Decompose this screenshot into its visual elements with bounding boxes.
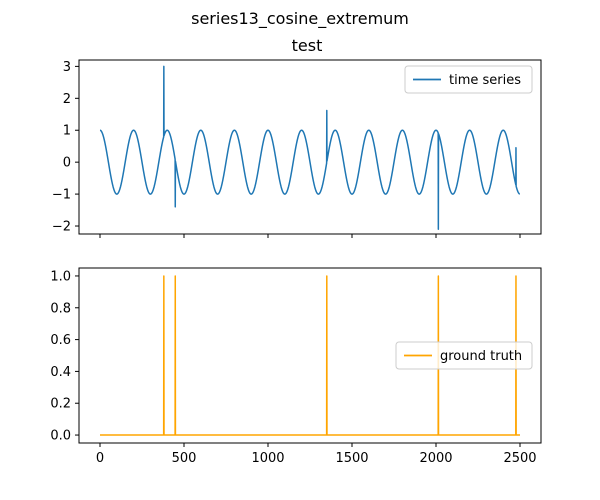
x-tick-label: 2500 [503, 451, 536, 466]
x-tick-label: 1000 [251, 451, 284, 466]
bottom-axes: 0 500 1000 1500 2000 2500 0.0 0.2 0.4 0.6 0.8 1.0 g… [50, 267, 542, 466]
time-series-plot [99, 65, 521, 230]
time-series-line [99, 65, 521, 230]
x-tick-label: 0 [96, 451, 104, 466]
y-tick-label: −2 [52, 220, 71, 235]
y-tick-label: 0.0 [50, 429, 71, 444]
y-tick-label: 0.8 [50, 301, 71, 316]
x-tick-label: 500 [172, 451, 197, 466]
legend-label: ground truth [440, 349, 522, 364]
figure-suptitle: series13_cosine_extremum [191, 9, 409, 29]
x-tick-label: 1500 [335, 451, 368, 466]
top-axes-title: test [292, 36, 323, 55]
legend-frame [404, 65, 533, 94]
ground-truth-line [100, 275, 520, 436]
top-legend: time series [404, 65, 533, 94]
y-tick-label: 0.4 [50, 365, 71, 380]
top-axes-frame [78, 59, 542, 235]
bottom-axes-frame [78, 267, 542, 444]
legend-frame [395, 341, 533, 370]
bottom-legend: ground truth [395, 341, 533, 370]
y-tick-label: 3 [63, 60, 71, 75]
y-tick-label: 0.6 [50, 333, 71, 348]
y-tick-label: 1 [63, 124, 71, 139]
y-tick-label: 0 [63, 156, 71, 171]
y-tick-label: 2 [63, 92, 71, 107]
y-tick-label: −1 [52, 188, 71, 203]
ground-truth-plot [100, 275, 520, 436]
top-axes: test −2 −1 0 1 2 3 time series [52, 36, 542, 238]
bottom-axes-ticks: 0 500 1000 1500 2000 2500 0.0 0.2 0.4 0.6 0.8 1.0 [50, 269, 536, 466]
x-tick-label: 2000 [419, 451, 452, 466]
legend-label: time series [449, 73, 521, 88]
top-axes-ticks: −2 −1 0 1 2 3 [52, 60, 521, 238]
y-tick-label: 1.0 [50, 269, 71, 284]
y-tick-label: 0.2 [50, 397, 71, 412]
